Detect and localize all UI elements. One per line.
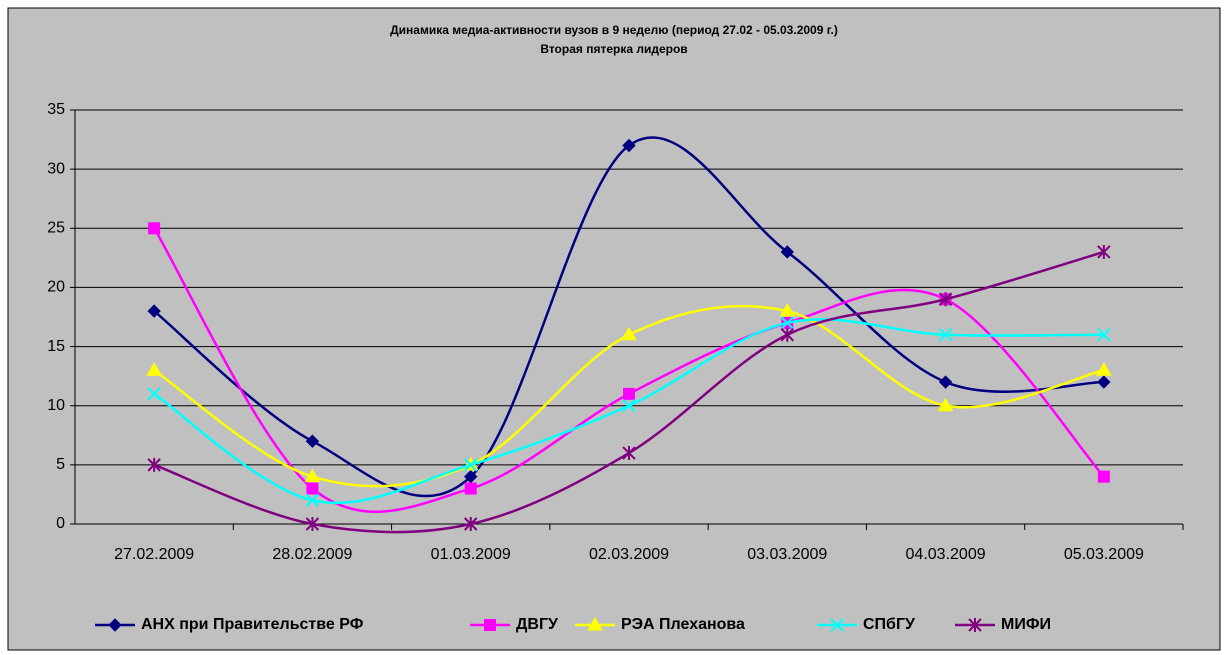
y-tick-label: 15 [47, 338, 65, 355]
marker [464, 482, 477, 495]
marker [780, 245, 794, 259]
marker [1097, 328, 1111, 342]
chart-title: Динамика медиа-активности вузов в 9 неде… [390, 23, 838, 37]
marker [780, 316, 794, 330]
marker [1097, 244, 1111, 259]
marker [464, 458, 478, 472]
marker [938, 328, 953, 342]
marker [148, 222, 161, 235]
legend-marker [484, 619, 496, 631]
y-tick-label: 35 [47, 101, 65, 118]
marker [622, 138, 636, 153]
marker [622, 446, 636, 461]
marker [780, 327, 794, 342]
marker [623, 387, 635, 400]
x-tick-label: 28.02.2009 [272, 546, 352, 563]
legend-marker [968, 618, 982, 632]
chart-area [7, 7, 1221, 651]
legend-marker [108, 618, 122, 632]
y-tick-label: 25 [47, 220, 65, 237]
x-tick-label: 04.03.2009 [906, 546, 986, 563]
y-tick-label: 20 [47, 279, 65, 296]
marker [306, 482, 319, 495]
chart-subtitle: Вторая пятерка лидеров [540, 42, 687, 56]
legend-marker [587, 617, 603, 631]
marker [305, 434, 320, 448]
x-tick-label: 05.03.2009 [1064, 546, 1144, 563]
marker [937, 397, 954, 412]
marker [147, 457, 161, 472]
y-tick-label: 0 [56, 515, 65, 532]
y-tick-label: 30 [47, 160, 65, 177]
marker [622, 399, 636, 413]
legend-label: АНХ при Правительстве РФ [141, 616, 364, 633]
marker [621, 326, 637, 341]
legend-label: СПбГУ [863, 616, 916, 633]
marker [1097, 375, 1111, 389]
x-tick-label: 27.02.2009 [114, 546, 194, 563]
x-tick-label: 01.03.2009 [431, 546, 511, 563]
marker [146, 362, 163, 376]
marker [305, 493, 320, 508]
marker [305, 517, 320, 531]
legend-label: ДВГУ [516, 616, 559, 633]
marker [938, 375, 953, 389]
legend-label: МИФИ [1001, 616, 1051, 633]
legend-label: РЭА Плеханова [621, 616, 745, 633]
marker [304, 468, 321, 483]
marker [779, 303, 796, 317]
marker [1097, 470, 1110, 483]
x-tick-label: 03.03.2009 [747, 546, 827, 563]
marker [1095, 362, 1112, 376]
marker [147, 387, 161, 401]
y-tick-label: 5 [56, 456, 65, 473]
marker [147, 304, 161, 318]
marker [938, 292, 953, 307]
x-tick-label: 02.03.2009 [589, 546, 669, 563]
marker [464, 517, 478, 531]
legend-marker [830, 618, 844, 632]
y-tick-label: 10 [47, 397, 65, 414]
